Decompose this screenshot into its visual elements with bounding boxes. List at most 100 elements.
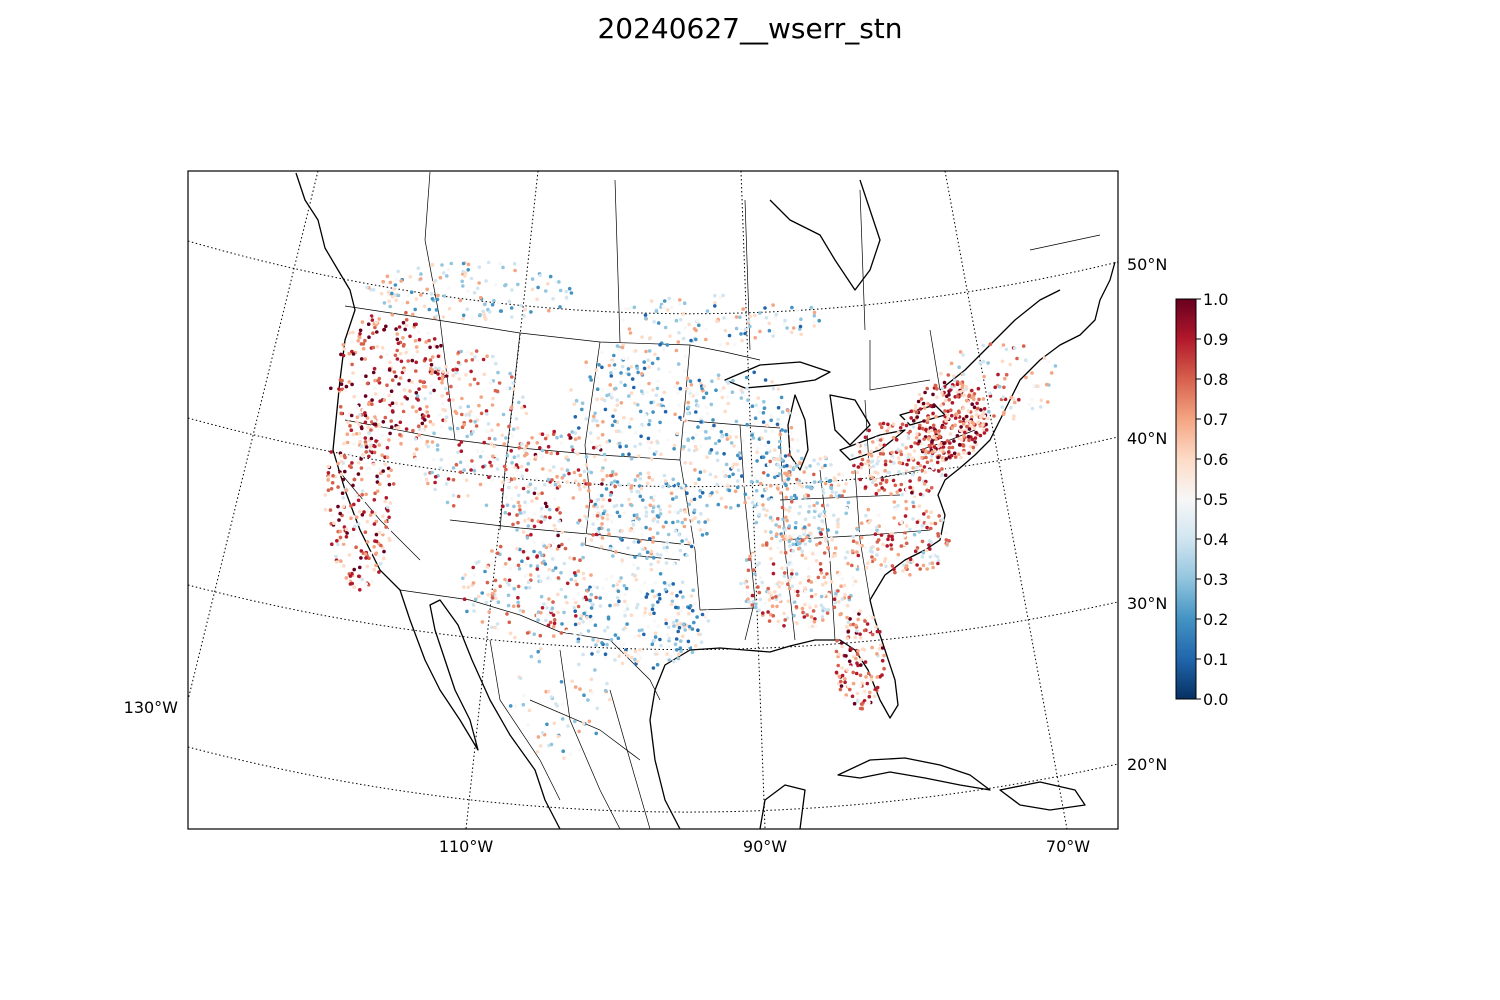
station-point: [413, 437, 418, 441]
station-point: [979, 415, 983, 419]
station-point: [889, 543, 893, 547]
station-point: [529, 310, 533, 314]
station-point: [834, 670, 839, 675]
station-point: [851, 670, 855, 675]
station-point: [511, 522, 515, 527]
station-point: [1031, 384, 1036, 388]
station-point: [782, 537, 786, 542]
station-point: [1004, 347, 1009, 352]
station-point: [436, 354, 441, 359]
station-point: [537, 655, 541, 660]
station-point: [600, 397, 604, 401]
station-point: [638, 477, 643, 481]
station-point: [360, 320, 365, 324]
station-point: [904, 487, 909, 492]
station-point: [872, 557, 877, 562]
station-point: [498, 262, 502, 266]
station-point: [653, 580, 658, 585]
meridian-70w: [944, 171, 1068, 829]
station-point: [350, 461, 354, 465]
station-point: [683, 354, 688, 359]
station-point: [552, 523, 557, 528]
station-point: [496, 600, 501, 604]
station-point: [945, 467, 950, 471]
station-point: [704, 391, 709, 396]
station-point: [460, 396, 464, 401]
station-point: [385, 383, 389, 388]
station-point: [755, 446, 760, 451]
station-point: [387, 482, 392, 487]
station-point: [441, 374, 445, 379]
station-point: [417, 337, 422, 342]
station-point: [768, 546, 773, 551]
station-point: [667, 510, 672, 514]
station-point: [709, 448, 714, 452]
station-point: [996, 372, 1000, 377]
station-point: [628, 331, 633, 335]
station-point: [560, 467, 564, 471]
station-point: [693, 468, 697, 472]
station-point: [743, 492, 748, 497]
station-point: [624, 586, 629, 591]
station-point: [958, 350, 963, 354]
station-point: [770, 604, 775, 608]
station-point: [821, 618, 825, 622]
station-point: [847, 659, 852, 664]
station-point: [627, 497, 631, 502]
station-point: [518, 508, 522, 512]
station-point: [414, 297, 419, 301]
station-point: [835, 638, 839, 643]
station-point: [600, 432, 605, 437]
station-point: [851, 575, 855, 580]
station-point: [864, 513, 868, 518]
station-point: [597, 493, 601, 497]
station-point: [861, 691, 865, 695]
station-point: [543, 501, 548, 506]
station-point: [916, 399, 921, 404]
station-point: [856, 553, 861, 558]
station-point: [678, 317, 683, 322]
station-point: [373, 422, 378, 427]
station-point: [564, 295, 569, 300]
station-point: [676, 391, 680, 396]
station-point: [375, 489, 380, 494]
station-point: [367, 335, 371, 340]
station-point: [787, 578, 791, 583]
station-point: [492, 298, 496, 303]
station-point: [590, 652, 594, 656]
station-point: [360, 513, 365, 517]
station-point: [506, 593, 511, 598]
station-point: [602, 452, 607, 457]
station-point: [509, 405, 514, 410]
station-point: [867, 452, 871, 456]
station-point: [956, 452, 961, 457]
station-point: [906, 458, 911, 462]
station-point: [812, 310, 817, 315]
station-point: [859, 521, 864, 525]
station-point: [931, 553, 935, 557]
station-point: [756, 585, 760, 589]
station-point: [673, 529, 678, 533]
station-point: [545, 613, 550, 617]
station-point: [707, 436, 712, 440]
station-point: [637, 628, 642, 633]
station-point: [647, 475, 651, 480]
station-point: [380, 346, 385, 350]
station-point: [526, 556, 530, 561]
station-point: [915, 546, 920, 550]
parallel-30n: [188, 584, 1118, 651]
station-point: [637, 634, 641, 638]
station-point: [729, 441, 734, 445]
station-point: [685, 491, 689, 496]
station-point: [617, 441, 622, 446]
station-point: [796, 438, 800, 443]
station-point: [359, 549, 364, 553]
station-point: [745, 386, 749, 391]
station-point: [596, 639, 600, 643]
station-point: [608, 493, 613, 497]
station-point: [530, 518, 534, 523]
station-point: [485, 354, 489, 359]
station-point: [698, 488, 702, 493]
station-point: [493, 625, 497, 630]
station-point: [900, 492, 904, 497]
